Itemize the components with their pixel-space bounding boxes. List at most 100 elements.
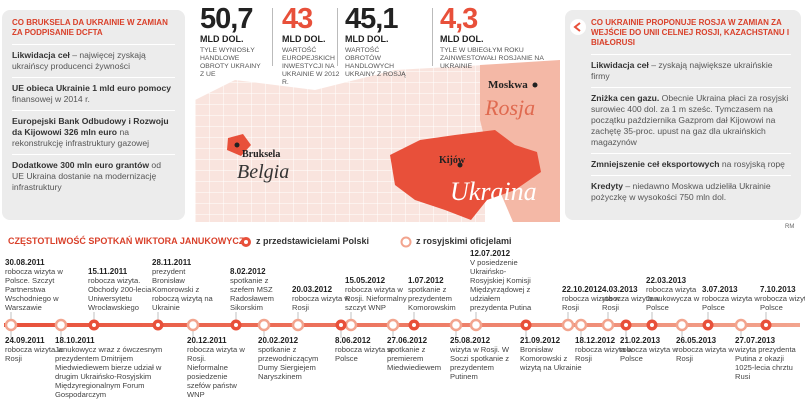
event: 24.09.2011 robocza wizyta w Rosji [5, 336, 67, 363]
event: 22.03.2013 robocza wizyta Janukowycza w P… [646, 276, 710, 312]
event: 25.08.2012 wizyta w Rosji. W Soczi spotka… [450, 336, 512, 381]
event-date: 15.11.2011 [88, 267, 128, 276]
russia-marker [469, 318, 483, 332]
event-text: robocza wizyta w Polsce [620, 345, 678, 363]
item-text: na rosyjską ropę [719, 159, 785, 169]
stat: 50,7 MLD DOL. TYLE WYNIOSŁY HANDLOWE OBROT… [200, 4, 264, 79]
event-text: wizyta w Rosji. W Soczi spotkanie z prez… [450, 345, 510, 381]
russia-marker [54, 318, 68, 332]
marker-center [624, 323, 628, 327]
event: 4.03.2013 robocza wizyta w Rosji [602, 285, 666, 312]
event-date: 7.10.2013 [760, 285, 796, 294]
event: 21.09.2012 Bronisław Komorowski z wizytą … [520, 336, 582, 372]
russia-marker [675, 318, 689, 332]
event: 12.07.2012 V posiedzenie Ukraińsko-Rosyjs… [470, 249, 534, 312]
marker-center [156, 323, 160, 327]
panel-item: Likwidacja ceł – najwięcej zyskają ukrai… [12, 44, 175, 77]
event: 22.10.2012 robocza wizyta w Rosji [562, 285, 626, 312]
event-date: 26.05.2013 [676, 336, 717, 345]
separator [272, 8, 273, 66]
city-label: Bruksela [242, 149, 280, 160]
event: 1.07.2012 spotkanie z prezydentem Komorow… [408, 276, 472, 312]
event-text: robocza wizyta Janukowycza w Polsce [646, 285, 700, 312]
event-date: 22.03.2013 [646, 276, 687, 285]
russia-marker [344, 318, 358, 332]
event-text: robocza wizyta w Polsce. Szczyt Partners… [5, 267, 63, 312]
event: 27.06.2012 spotkanie z premierem Miedwied… [387, 336, 449, 372]
event: 8.06.2012 robocza wizyta w Polsce [335, 336, 397, 363]
event-date: 27.07.2013 [735, 336, 776, 345]
russia-marker [601, 318, 615, 332]
event-text: robocza wizyta w Polsce [702, 294, 760, 312]
event-text: robocza wizyta w Polsce [335, 345, 393, 363]
separator [337, 8, 338, 66]
marker-center [339, 323, 343, 327]
stat-text: TYLE W UBIEGŁYM ROKU ZAINWESTOWAŁI ROSJA… [440, 47, 544, 70]
event: 3.07.2013 robocza wizyta w Polsce [702, 285, 766, 312]
event: 28.11.2011 prezydent Bronisław Komorowski… [152, 258, 216, 312]
city-label: Moskwa [488, 79, 528, 91]
event-date: 18.10.2011 [55, 336, 95, 345]
event-date: 20.02.2012 [258, 336, 299, 345]
event-text: V posiedzenie Ukraińsko-Rosyjskiej Komis… [470, 258, 532, 312]
item-bold: Kredyty [591, 181, 623, 191]
country-label: Ukraina [450, 177, 537, 206]
event-date: 21.09.2012 [520, 336, 561, 345]
event-text: Janukowycz wraz z ówczesnym prezydentem … [55, 345, 163, 399]
event-text: spotkanie z przewodniczącym Dumy Siergie… [258, 345, 319, 381]
event-text: robocza wizyta w Rosji [602, 294, 660, 312]
stat-unit: MLD DOL. [440, 34, 484, 44]
legend-marker [241, 237, 251, 247]
russia-marker [386, 318, 400, 332]
event-text: robocza wizyta w Rosji [676, 345, 734, 363]
stat-value: 45,1 [345, 3, 398, 35]
event-date: 20.12.2011 [187, 336, 227, 345]
event: 15.05.2012 robocza wizyta w Rosji. Niefor… [345, 276, 409, 312]
russia-marker [449, 318, 463, 332]
country-label: Belgia [237, 161, 289, 183]
separator [432, 8, 433, 66]
item-text: od UE Ukraina dostanie na modernizację i… [12, 160, 161, 192]
timeline-title: CZĘSTOTLIWOŚĆ SPOTKAŃ WIKTORA JANUKOWYCZ… [8, 236, 251, 246]
stat: 4,3 MLD DOL. TYLE W UBIEGŁYM ROKU ZAINWEST… [440, 4, 555, 71]
marker-center [706, 323, 710, 327]
stat-unit: MLD DOL. [200, 34, 244, 44]
marker-center [412, 323, 416, 327]
russia-marker [574, 318, 588, 332]
item-bold: Dodatkowe 300 mln euro grantów [12, 160, 150, 170]
event-text: robocza wizyta w Polsce [760, 294, 805, 312]
event-date: 28.11.2011 [152, 258, 192, 267]
country-label: Rosja [484, 95, 535, 120]
russia-marker [4, 318, 18, 332]
event-date: 20.03.2012 [292, 285, 333, 294]
event: 8.02.2012 spotkanie z szefem MSZ Radosław… [230, 267, 294, 312]
item-text: – niedawno Moskwa udzieliła Ukrainie poż… [591, 181, 771, 202]
stat-text: WARTOŚĆ EUROPEJSKICH INWESTYCJI NA UKRAI… [282, 47, 340, 86]
event-text: spotkanie z szefem MSZ Radosławem Sikors… [230, 276, 274, 312]
event-date: 3.07.2013 [702, 285, 738, 294]
event-text: spotkanie z premierem Miedwiediewem [387, 345, 442, 372]
stat-text: WARTOŚĆ OBROTÓW HANDLOWYCH UKRAINY Z ROS… [345, 47, 406, 78]
event-date: 15.05.2012 [345, 276, 386, 285]
event-date: 8.02.2012 [230, 267, 266, 276]
item-text: – zyskają największe ukraińskie firmy [591, 60, 773, 81]
event-date: 1.07.2012 [408, 276, 444, 285]
eu-offer-panel: CO BRUKSELA DA UKRAINIE W ZAMIAN ZA PODP… [2, 10, 185, 220]
event-date: 25.08.2012 [450, 336, 491, 345]
panel-title: CO UKRAINIE PROPONUJE ROSJA W ZAMIAN ZA … [591, 18, 790, 47]
marker-center [650, 323, 654, 327]
stat-value: 50,7 [200, 3, 253, 35]
event: 30.08.2011 robocza wizyta w Polsce. Szczy… [5, 258, 69, 312]
russia-marker [734, 318, 748, 332]
event-text: spotkanie z prezydentem Komorowskim [408, 285, 456, 312]
russia-marker [291, 318, 305, 332]
map: Moskwa Rosja Bruksela Belgia Kijów Ukrai… [195, 60, 560, 222]
panel-item: UE obieca Ukrainie 1 mld euro pomocy fin… [12, 77, 175, 110]
item-bold: Zniżka cen gazu. [591, 93, 660, 103]
event-date: 12.07.2012 [470, 249, 511, 258]
event-text: prezydent Bronisław Komorowski z roboczą… [152, 267, 213, 312]
item-text: na rekonstrukcję infrastruktury gazowej [12, 127, 150, 148]
